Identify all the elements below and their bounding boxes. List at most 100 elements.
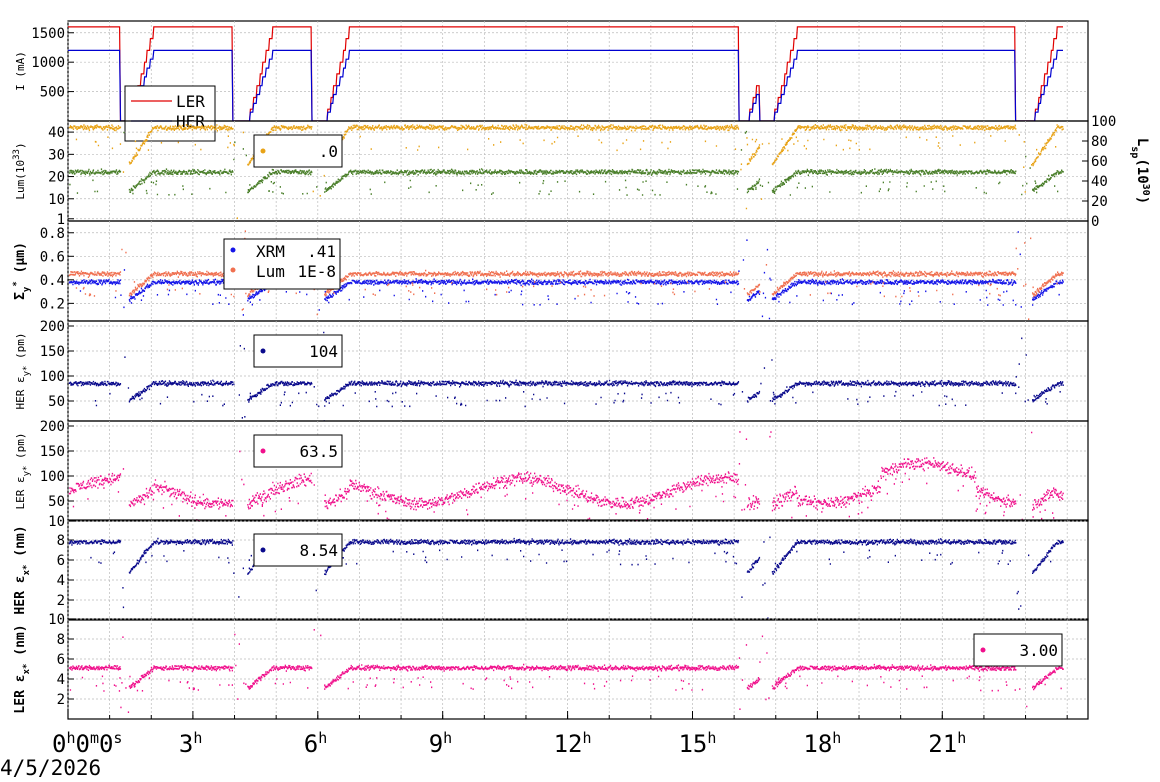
series-group <box>68 431 1064 521</box>
y-axis-label: LER εy* (pm) <box>14 432 32 509</box>
legend: .0 <box>253 134 343 168</box>
legend-label-LER: LER <box>176 92 205 111</box>
series-group <box>68 26 1063 121</box>
plot-frame <box>67 220 1089 322</box>
series-points-s0 <box>68 629 1064 713</box>
panel-3: 0.2 0.4 0.6 0.8 Σy* (μm) XRM .41 Lum 1E-8 <box>12 220 1089 322</box>
right-tick-label: 40 <box>1091 174 1108 190</box>
panel-5: 10 50 100 150 200 LER εy* (pm) 63.5 <box>14 419 1089 530</box>
legend-value: 8.54 <box>299 541 338 560</box>
legend-box <box>253 434 343 468</box>
y-tick-label: 150 <box>40 444 65 460</box>
legend-marker <box>260 148 266 154</box>
right-axis-label: Lsp(1030) <box>1130 138 1152 204</box>
legend: XRM .41 Lum 1E-8 <box>223 238 341 290</box>
x-tick-label: 12h <box>554 729 592 758</box>
panel-6: 2 4 6 8 HER εx* (nm) 8.54 <box>13 519 1089 621</box>
legend-box <box>253 334 343 368</box>
legend-value: 104 <box>309 342 338 361</box>
y-tick-label: 0.6 <box>40 249 65 265</box>
right-tick-label: 100 <box>1091 114 1116 130</box>
legend-marker-XRM <box>230 247 236 253</box>
legend-value: .0 <box>319 142 338 161</box>
legend-box <box>253 134 343 168</box>
y-tick-label: 50 <box>48 494 65 510</box>
y-tick-label: 10 <box>48 192 65 208</box>
y-tick-label: 2 <box>57 692 65 708</box>
legend: 3.00 <box>973 633 1063 667</box>
date-label: 4/5/2026 <box>0 756 102 780</box>
series-group <box>68 123 1064 219</box>
legend-value-Lum: 1E-8 <box>297 262 336 281</box>
y-tick-label: 100 <box>40 369 65 385</box>
legend-value: 3.00 <box>1019 641 1058 660</box>
series-points-Lum <box>68 230 1064 320</box>
x-axis: 0h0m0s 3h 6h 9h 12h 15h 18h 21h <box>52 711 1068 758</box>
series-points-s0 <box>68 123 1064 219</box>
legend-marker <box>980 647 986 653</box>
x-tick-label: 15h <box>678 729 716 758</box>
legend-box <box>973 633 1063 667</box>
series-points-s0 <box>68 331 1064 421</box>
x-tick-label: 21h <box>928 729 966 758</box>
legend-marker <box>260 348 266 354</box>
series-group <box>68 331 1064 421</box>
y-tick-label: 200 <box>40 419 65 435</box>
y-axis-label: LER εx* (nm) <box>13 624 32 713</box>
y-axis-label: Σy* (μm) <box>12 242 32 300</box>
x-tick-label: 3h <box>179 729 202 758</box>
y-axis-label: Lum(1033) <box>12 142 27 199</box>
right-tick-label: 0 <box>1091 214 1099 230</box>
legend-box <box>223 238 341 290</box>
panel-2: 1 10 20 30 40 Lum(1033) 0 20 40 60 80 100 Lsp(1030).… <box>12 114 1152 230</box>
right-tick-label: 20 <box>1091 194 1108 210</box>
y-tick-label: 6 <box>57 553 65 569</box>
right-tick-label: 60 <box>1091 154 1108 170</box>
y-tick-label: 1 <box>57 212 65 228</box>
y-tick-label: 0.2 <box>40 296 65 312</box>
panel-7: 2 4 6 8 10 LER εx* (nm) 3.00 <box>13 612 1089 720</box>
y-tick-label: 20 <box>48 170 65 186</box>
y-tick-label: 50 <box>48 394 65 410</box>
legend-box <box>253 533 343 567</box>
right-tick-label: 80 <box>1091 134 1108 150</box>
series-points-s0 <box>68 431 1064 521</box>
series-points-s1 <box>68 130 1064 196</box>
legend: 8.54 <box>253 533 343 567</box>
legend: 63.5 <box>253 434 343 468</box>
legend-label-XRM: XRM <box>256 242 285 261</box>
y-tick-label: 4 <box>57 573 65 589</box>
y-tick-label: 500 <box>40 85 65 101</box>
panel-4: 50 100 150 200 HER εy* (pm) 104 <box>14 319 1089 422</box>
y-tick-label: 8 <box>57 632 65 648</box>
y-tick-label: 2 <box>57 593 65 609</box>
series-group <box>68 629 1064 713</box>
legend-marker <box>260 547 266 553</box>
series-group <box>68 230 1064 320</box>
y-tick-label: 6 <box>57 652 65 668</box>
legend-value-XRM: .41 <box>307 242 336 261</box>
legend-label-Lum: Lum <box>256 262 285 281</box>
series-line-HER <box>68 49 1063 121</box>
x-tick-label: 6h <box>304 729 327 758</box>
y-tick-label: 200 <box>40 319 65 335</box>
x-tick-label: 18h <box>803 729 841 758</box>
y-tick-label: 4 <box>57 672 65 688</box>
y-tick-label: 1000 <box>31 55 65 71</box>
y-tick-label: 8 <box>57 533 65 549</box>
legend: 104 <box>253 334 343 368</box>
y-tick-label: 1500 <box>31 26 65 42</box>
y-tick-label: 0.8 <box>40 226 65 242</box>
series-points-s0 <box>68 536 1064 619</box>
y-axis-label: I (mA) <box>14 51 27 91</box>
y-axis-label: HER εy* (pm) <box>14 332 32 409</box>
legend-marker-Lum <box>230 267 236 273</box>
x-tick-label: 9h <box>429 729 452 758</box>
y-tick-label: 30 <box>48 147 65 163</box>
y-tick-label: 10 <box>48 514 65 530</box>
y-tick-label: 100 <box>40 469 65 485</box>
y-axis-label: HER εx* (nm) <box>13 525 32 614</box>
legend-value: 63.5 <box>299 442 338 461</box>
y-tick-label: 150 <box>40 344 65 360</box>
plot-frame <box>67 20 1089 122</box>
